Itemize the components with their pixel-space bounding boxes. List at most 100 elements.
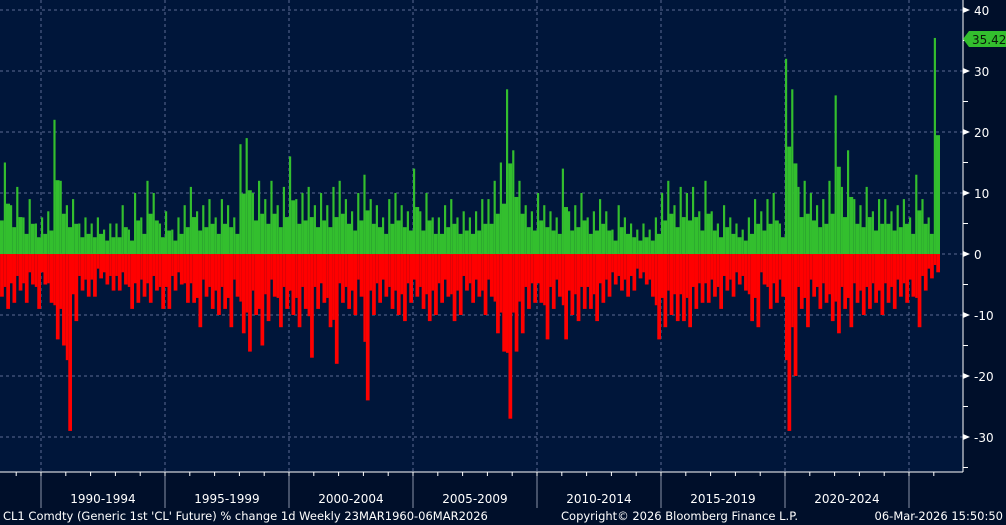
- bar-loss: [741, 254, 745, 276]
- y-major-tick: [963, 312, 970, 318]
- bar-gain: [270, 180, 273, 254]
- bar-gain: [154, 220, 159, 254]
- bar-loss: [692, 254, 695, 287]
- bar-loss: [146, 254, 149, 284]
- bar-loss: [468, 254, 472, 284]
- bar-gain: [561, 168, 564, 254]
- bar-loss: [68, 254, 72, 431]
- bar-loss: [28, 254, 32, 273]
- bar-loss: [834, 254, 838, 302]
- bar-gain: [307, 186, 310, 254]
- bar-loss: [134, 254, 137, 284]
- bar-loss: [279, 254, 283, 328]
- bar-gain: [67, 227, 72, 254]
- axes: [0, 0, 970, 508]
- bar-gain: [772, 193, 775, 254]
- bar-gain: [177, 217, 180, 254]
- bar-gain: [853, 199, 856, 254]
- bar-loss: [155, 254, 159, 291]
- bar-gain: [437, 217, 440, 254]
- bar-loss: [682, 254, 686, 322]
- bar-loss: [363, 254, 366, 342]
- bar-loss: [326, 254, 329, 298]
- bar-gain: [483, 223, 488, 254]
- bar-loss: [210, 254, 215, 309]
- y-major-tick: [963, 373, 970, 379]
- bar-loss: [295, 254, 298, 298]
- bar-loss: [576, 254, 581, 322]
- bar-gain: [849, 196, 854, 254]
- y-tick-label: 0: [974, 248, 982, 262]
- bar-loss: [861, 254, 866, 315]
- bar-loss: [233, 254, 236, 280]
- bar-gain: [297, 223, 302, 254]
- bar-loss: [623, 254, 627, 280]
- bar-loss: [828, 254, 831, 295]
- bar-loss: [611, 254, 614, 273]
- bar-loss: [737, 254, 742, 285]
- bar-loss: [301, 254, 304, 287]
- bar-loss: [394, 254, 397, 291]
- bar-loss: [86, 254, 91, 297]
- bars: [0, 37, 940, 431]
- bar-gain: [96, 217, 99, 254]
- bar-gain: [475, 211, 478, 254]
- bar-loss: [369, 254, 373, 291]
- bar-loss: [47, 254, 50, 284]
- last-value-badge: 35.42: [963, 31, 1006, 47]
- bar-loss: [520, 254, 525, 334]
- bar-gain: [543, 205, 546, 254]
- bar-gain: [309, 217, 314, 254]
- bar-loss: [729, 254, 732, 280]
- bar-gain: [427, 220, 432, 254]
- bar-gain: [402, 227, 407, 254]
- bar-gain: [698, 211, 701, 254]
- bar-gain: [121, 205, 124, 254]
- bar-loss: [406, 254, 410, 284]
- bar-gain: [617, 205, 620, 254]
- bar-gain: [694, 217, 699, 254]
- bar-gain: [487, 199, 490, 254]
- bar-gain: [599, 199, 602, 254]
- bar-gain: [313, 205, 316, 254]
- bar-loss: [704, 254, 707, 284]
- bar-loss: [502, 254, 506, 352]
- bar-gain: [272, 213, 277, 254]
- bar-loss: [332, 254, 335, 320]
- bar-loss: [254, 254, 258, 315]
- bar-loss: [915, 254, 918, 298]
- bar-loss: [338, 254, 342, 284]
- bar-loss: [716, 254, 720, 287]
- bar-loss: [96, 254, 100, 269]
- bar-loss: [744, 254, 748, 291]
- bar-gain: [0, 220, 4, 254]
- bar-loss: [762, 254, 767, 285]
- bar-loss: [793, 254, 798, 376]
- bar-gain: [173, 240, 178, 254]
- y-major-tick: [963, 434, 970, 440]
- bar-loss: [632, 254, 637, 291]
- bar-gain: [890, 211, 893, 254]
- bar-loss: [508, 254, 513, 419]
- bar-gain: [464, 230, 469, 254]
- bar-gain: [334, 217, 339, 254]
- bar-loss: [49, 254, 54, 303]
- bar-gain: [406, 211, 409, 254]
- y-tick-label: 10: [974, 187, 989, 201]
- bar-gain: [59, 180, 62, 254]
- bar-gain: [320, 193, 323, 254]
- bar-loss: [756, 254, 761, 328]
- bar-loss: [710, 254, 714, 280]
- bar-gain: [43, 233, 48, 254]
- bar-loss: [248, 254, 252, 352]
- bar-gain: [805, 213, 810, 254]
- bar-gain: [741, 229, 744, 254]
- bar-loss: [37, 254, 41, 309]
- bar-gain: [28, 199, 31, 254]
- bar-loss: [797, 254, 800, 287]
- bar-loss: [496, 254, 500, 334]
- bar-loss: [638, 254, 643, 279]
- bar-gain: [276, 205, 279, 254]
- bar-loss: [72, 254, 75, 295]
- bar-gain: [117, 237, 122, 254]
